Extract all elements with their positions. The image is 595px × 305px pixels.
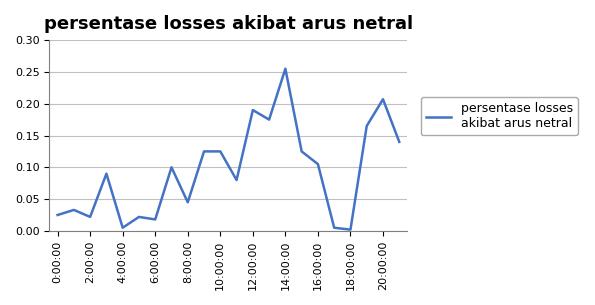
persentase losses
akibat arus netral xyxy=(103,172,110,175)
Legend: persentase losses
akibat arus netral: persentase losses akibat arus netral xyxy=(421,97,578,135)
persentase losses
akibat arus netral xyxy=(249,108,256,112)
persentase losses
akibat arus netral xyxy=(152,218,159,221)
persentase losses
akibat arus netral xyxy=(184,200,192,204)
persentase losses
akibat arus netral xyxy=(168,166,175,169)
persentase losses
akibat arus netral xyxy=(119,226,126,230)
persentase losses
akibat arus netral xyxy=(380,97,387,101)
persentase losses
akibat arus netral xyxy=(54,213,61,217)
persentase losses
akibat arus netral xyxy=(136,215,143,219)
persentase losses
akibat arus netral xyxy=(314,162,321,166)
persentase losses
akibat arus netral xyxy=(396,140,403,144)
persentase losses
akibat arus netral xyxy=(265,118,273,121)
Line: persentase losses
akibat arus netral: persentase losses akibat arus netral xyxy=(58,69,399,230)
persentase losses
akibat arus netral xyxy=(347,228,354,231)
persentase losses
akibat arus netral xyxy=(70,208,77,212)
persentase losses
akibat arus netral xyxy=(282,67,289,70)
persentase losses
akibat arus netral xyxy=(331,226,338,230)
persentase losses
akibat arus netral xyxy=(87,215,94,219)
persentase losses
akibat arus netral xyxy=(363,124,370,128)
persentase losses
akibat arus netral xyxy=(217,149,224,153)
persentase losses
akibat arus netral xyxy=(233,178,240,182)
persentase losses
akibat arus netral xyxy=(298,149,305,153)
persentase losses
akibat arus netral xyxy=(201,149,208,153)
Title: persentase losses akibat arus netral: persentase losses akibat arus netral xyxy=(44,15,413,33)
